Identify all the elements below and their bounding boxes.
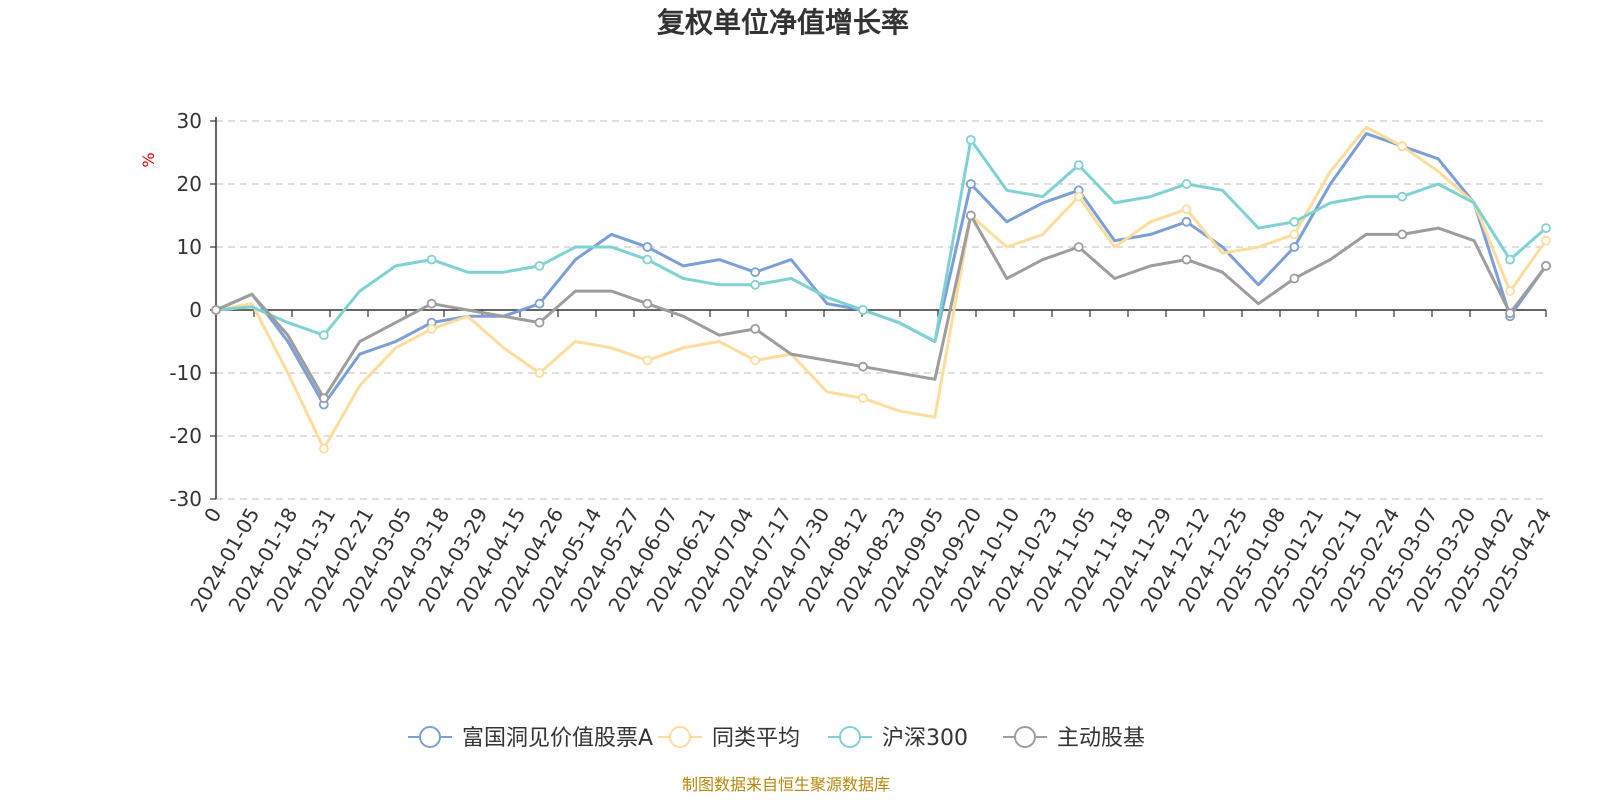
series-3 [211,210,1551,404]
legend-label: 主动股基 [1057,726,1145,751]
legend-marker-circle [419,726,441,748]
y-axis-label: % [139,152,158,167]
legend-marker-circle [839,726,861,748]
data-point [965,179,976,189]
data-point [642,355,653,366]
data-point [642,254,653,265]
legend-item[interactable]: 主动股基 [1003,726,1145,751]
series-line [215,125,1548,451]
data-point [1181,216,1192,227]
data-point [1397,191,1408,202]
data-point [1181,254,1192,265]
plot-area [211,125,1551,454]
data-source-note: 制图数据来自恒生聚源数据库 [682,775,890,794]
legend: 富国洞见价值股票A 同类平均 沪深300 主动股基 [408,726,1145,751]
data-point [642,298,653,309]
data-point [750,267,761,278]
data-point [211,305,221,315]
data-point [426,254,437,265]
data-point [1073,242,1084,252]
x-axis: 02024-01-052024-01-182024-01-312024-02-2… [185,309,1556,616]
data-point [534,317,545,328]
series-line [215,214,1548,400]
y-tick-label: 0 [189,298,202,322]
data-point [858,305,868,315]
data-point [1541,223,1551,234]
y-tick-label: -30 [169,487,202,511]
data-point [318,393,329,404]
series-line [215,138,1547,343]
data-point [1181,204,1192,215]
chart-title: 复权单位净值增长率 [657,6,909,39]
legend-label: 沪深300 [882,726,968,751]
data-point [965,134,976,145]
y-tick-label: -10 [169,361,202,385]
data-point [642,242,653,252]
x-tick-label: 0 [199,504,226,527]
data-point [750,279,761,290]
data-point [1289,216,1300,227]
data-point [1541,235,1551,246]
data-point [318,443,329,454]
legend-item[interactable]: 富国洞见价值股票A [408,726,653,751]
y-tick-label: 10 [177,235,202,259]
legend-item[interactable]: 同类平均 [658,726,800,751]
data-point [426,323,437,334]
data-point [965,210,976,221]
data-point [750,355,761,366]
data-point [1289,273,1300,284]
series-line [215,132,1548,406]
data-point [1505,308,1515,319]
data-point [1505,254,1515,265]
data-point [1073,160,1084,171]
y-tick-label: -20 [169,424,202,448]
legend-label: 富国洞见价值股票A [462,726,653,751]
data-point [1289,242,1300,252]
data-point [1397,141,1408,152]
data-point [426,298,437,309]
legend-item[interactable]: 沪深300 [828,726,968,751]
data-point [1289,229,1300,240]
legend-marker-circle [669,726,691,748]
legend-label: 同类平均 [712,726,800,751]
data-point [1541,260,1551,271]
data-point [858,361,868,372]
y-tick-label: 20 [177,172,202,196]
data-point [534,260,545,271]
legend-marker-circle [1014,726,1036,748]
data-point [858,393,868,404]
y-tick-label: 30 [177,109,202,133]
data-point [1397,229,1408,240]
series-1 [211,125,1551,454]
data-point [534,298,545,309]
data-point [1505,286,1515,297]
data-point [318,330,329,341]
data-point [1073,191,1084,202]
data-point [1181,179,1192,189]
series-0 [211,132,1551,410]
data-point [534,368,545,378]
y-axis: 30 20 10 0 -10 -20 -30 [169,109,217,511]
data-point [750,323,761,334]
grid [216,120,1546,500]
